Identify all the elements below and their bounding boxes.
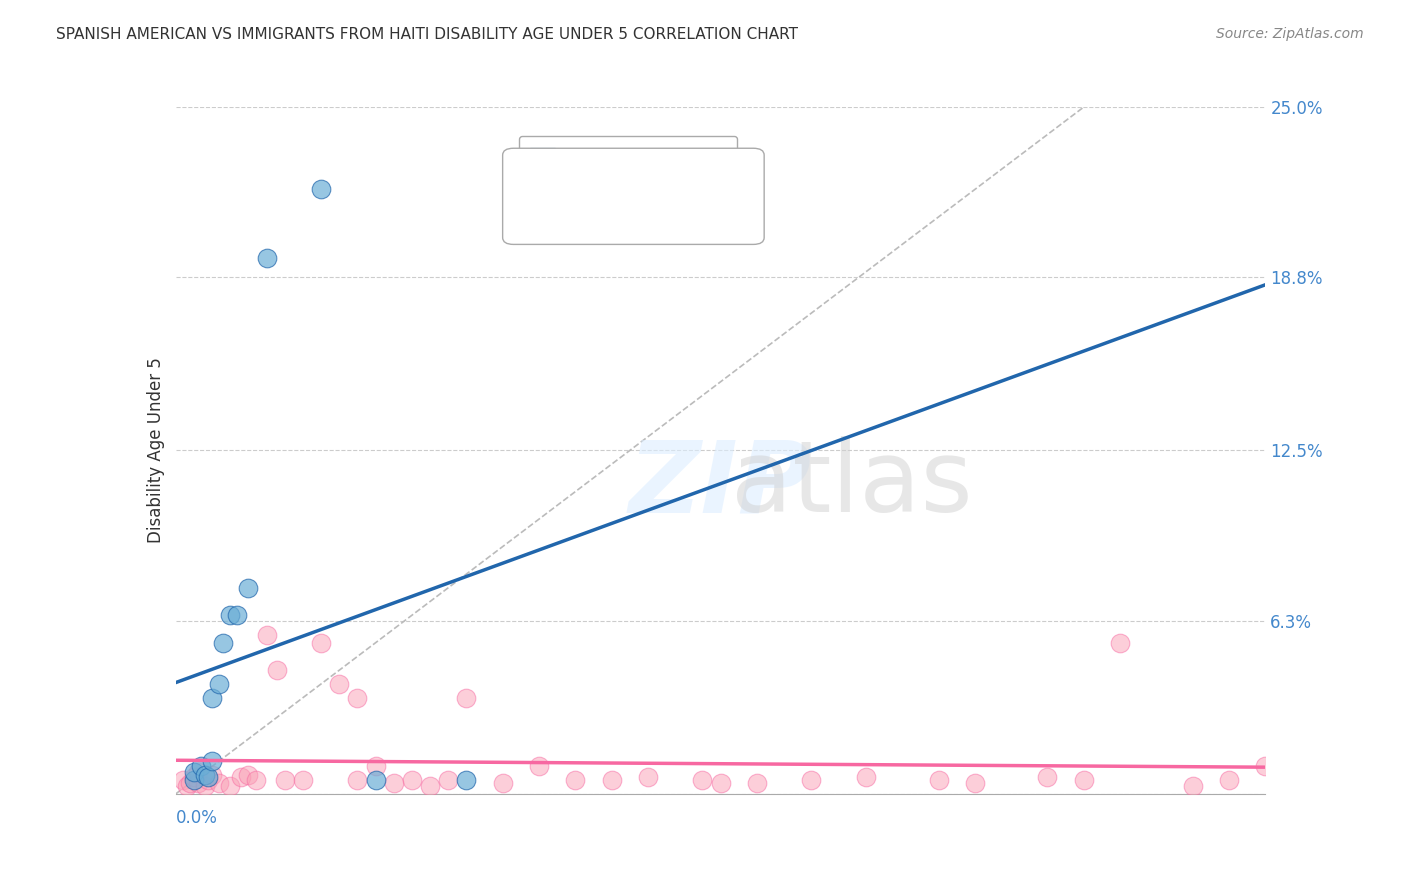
Point bbox=[456, 690, 478, 705]
Point bbox=[231, 771, 253, 785]
Point bbox=[382, 776, 405, 790]
Point bbox=[201, 767, 224, 781]
FancyBboxPatch shape bbox=[503, 148, 765, 244]
Point bbox=[274, 773, 297, 788]
Point bbox=[928, 773, 950, 788]
Point bbox=[456, 773, 478, 788]
Point bbox=[176, 779, 198, 793]
Point bbox=[256, 251, 278, 265]
Point bbox=[201, 690, 224, 705]
Point bbox=[855, 771, 877, 785]
Point bbox=[226, 608, 249, 623]
Point bbox=[194, 767, 217, 781]
Point bbox=[564, 773, 586, 788]
Point bbox=[183, 771, 205, 785]
Point bbox=[291, 773, 314, 788]
Point bbox=[364, 759, 387, 773]
Point bbox=[208, 677, 231, 691]
Point bbox=[183, 773, 205, 788]
Point bbox=[208, 776, 231, 790]
Point bbox=[212, 636, 235, 650]
Point bbox=[194, 779, 217, 793]
Point bbox=[219, 779, 242, 793]
Point bbox=[201, 754, 224, 768]
Point bbox=[745, 776, 768, 790]
Text: ZIP: ZIP bbox=[628, 436, 813, 533]
Point bbox=[1218, 773, 1240, 788]
Point bbox=[346, 773, 368, 788]
Point bbox=[419, 779, 441, 793]
Point bbox=[527, 759, 550, 773]
Point bbox=[256, 627, 278, 641]
Point bbox=[197, 771, 219, 785]
Point bbox=[710, 776, 733, 790]
Point bbox=[437, 773, 460, 788]
Text: 0.0%: 0.0% bbox=[176, 809, 218, 827]
Point bbox=[309, 636, 332, 650]
Point bbox=[245, 773, 267, 788]
Point bbox=[238, 581, 260, 595]
Point bbox=[219, 608, 242, 623]
Point bbox=[172, 773, 194, 788]
Text: SPANISH AMERICAN VS IMMIGRANTS FROM HAITI DISABILITY AGE UNDER 5 CORRELATION CHA: SPANISH AMERICAN VS IMMIGRANTS FROM HAIT… bbox=[56, 27, 799, 42]
Point bbox=[692, 773, 714, 788]
Point bbox=[963, 776, 986, 790]
Point bbox=[190, 759, 212, 773]
Point bbox=[183, 764, 205, 779]
Text: Source: ZipAtlas.com: Source: ZipAtlas.com bbox=[1216, 27, 1364, 41]
Point bbox=[346, 690, 368, 705]
Point bbox=[1254, 759, 1277, 773]
Y-axis label: Disability Age Under 5: Disability Age Under 5 bbox=[146, 358, 165, 543]
Point bbox=[186, 764, 209, 779]
Point bbox=[492, 776, 515, 790]
Point bbox=[600, 773, 623, 788]
Point bbox=[309, 182, 332, 196]
Point bbox=[186, 776, 209, 790]
Point bbox=[800, 773, 823, 788]
Point bbox=[328, 677, 350, 691]
Point bbox=[1036, 771, 1059, 785]
Point bbox=[238, 767, 260, 781]
Point bbox=[401, 773, 423, 788]
Point bbox=[364, 773, 387, 788]
Point bbox=[197, 773, 219, 788]
Point bbox=[1109, 636, 1132, 650]
Point bbox=[1073, 773, 1095, 788]
Point bbox=[179, 776, 201, 790]
Text: atlas: atlas bbox=[731, 436, 972, 533]
Point bbox=[266, 663, 288, 677]
Point bbox=[637, 771, 659, 785]
Point bbox=[1181, 779, 1204, 793]
Legend: R = 0.673   N = 16, R = 0.081   N = 46: R = 0.673 N = 16, R = 0.081 N = 46 bbox=[519, 136, 737, 204]
